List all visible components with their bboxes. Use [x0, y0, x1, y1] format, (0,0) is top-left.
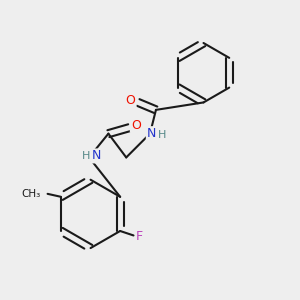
Text: O: O [131, 119, 141, 132]
Text: H: H [158, 130, 166, 140]
Text: O: O [126, 94, 136, 107]
Text: H: H [82, 151, 90, 161]
Text: N: N [147, 127, 156, 140]
Text: F: F [136, 230, 143, 243]
Text: N: N [92, 149, 101, 162]
Text: CH₃: CH₃ [21, 189, 40, 199]
